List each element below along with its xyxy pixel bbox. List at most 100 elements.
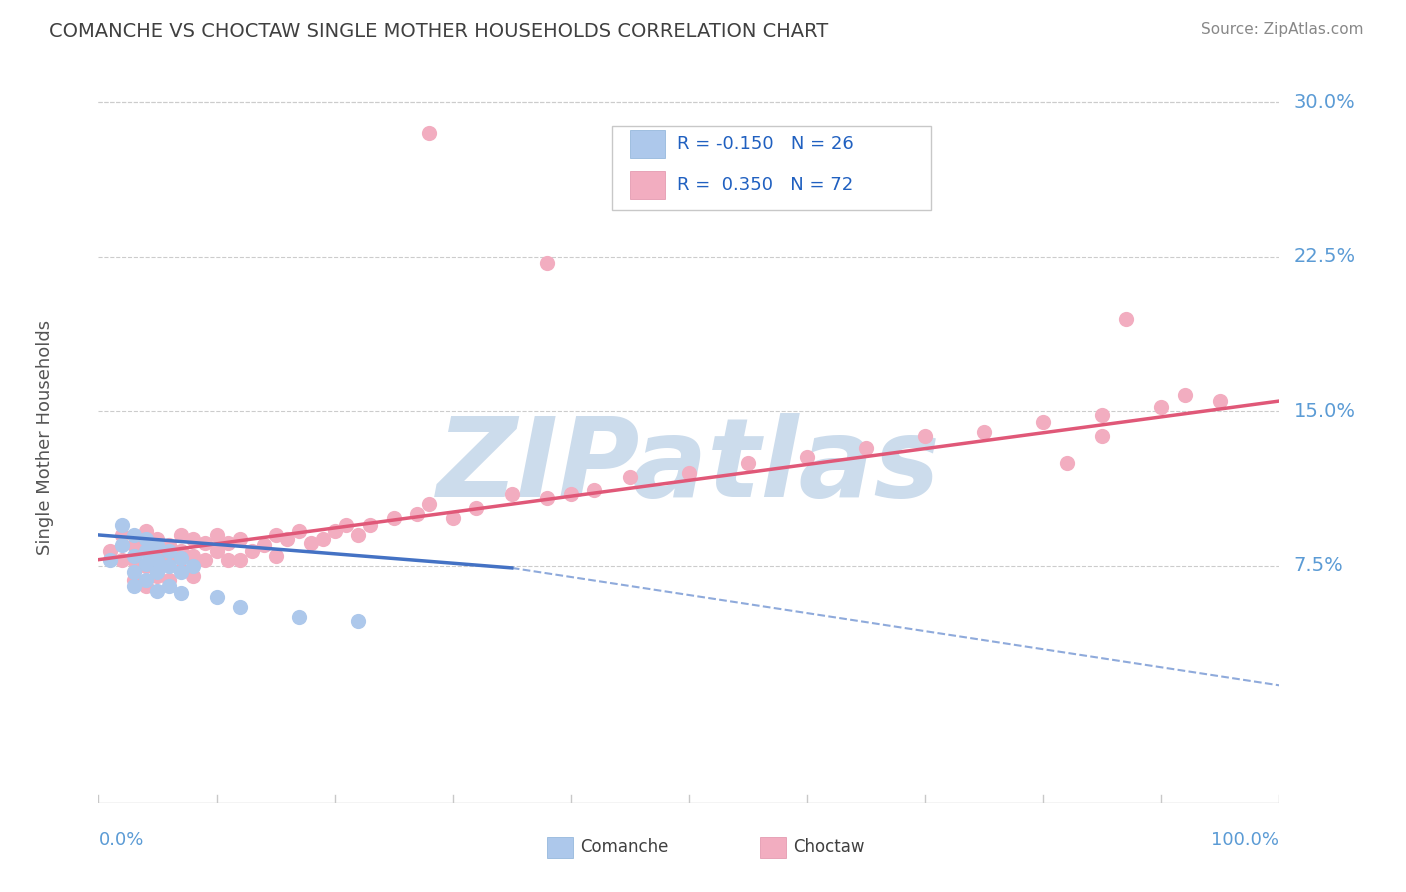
Point xyxy=(135,557,157,571)
Point xyxy=(205,528,228,542)
Point xyxy=(264,528,287,542)
Point xyxy=(170,544,193,558)
Text: 100.0%: 100.0% xyxy=(1212,830,1279,848)
Text: Choctaw: Choctaw xyxy=(793,838,865,855)
Text: 15.0%: 15.0% xyxy=(1294,401,1355,421)
Point xyxy=(170,563,193,577)
Text: 22.5%: 22.5% xyxy=(1294,247,1355,267)
Point xyxy=(465,501,488,516)
Point xyxy=(1091,409,1114,423)
Text: 7.5%: 7.5% xyxy=(1294,557,1343,575)
Point xyxy=(170,550,193,565)
Point xyxy=(111,538,134,552)
Text: ZIPatlas: ZIPatlas xyxy=(437,413,941,520)
Point xyxy=(170,565,193,579)
Point xyxy=(796,450,818,464)
FancyBboxPatch shape xyxy=(630,170,665,199)
Text: Source: ZipAtlas.com: Source: ZipAtlas.com xyxy=(1201,22,1364,37)
Point xyxy=(1091,429,1114,443)
Point xyxy=(146,532,169,546)
Point xyxy=(135,532,157,546)
Point xyxy=(1056,456,1078,470)
Point xyxy=(299,536,322,550)
Text: COMANCHE VS CHOCTAW SINGLE MOTHER HOUSEHOLDS CORRELATION CHART: COMANCHE VS CHOCTAW SINGLE MOTHER HOUSEH… xyxy=(49,22,828,41)
Point xyxy=(406,508,429,522)
Point xyxy=(135,544,157,558)
Point xyxy=(181,532,204,546)
Point xyxy=(312,532,335,546)
Point xyxy=(914,429,936,443)
Point xyxy=(288,610,311,624)
Text: 0.0%: 0.0% xyxy=(98,830,143,848)
Point xyxy=(253,538,276,552)
Point xyxy=(217,552,239,566)
Point xyxy=(122,574,145,588)
Point xyxy=(229,600,252,615)
Point xyxy=(157,552,180,566)
Point xyxy=(323,524,346,538)
Point xyxy=(1209,394,1232,409)
Point xyxy=(359,517,381,532)
Point xyxy=(276,532,298,546)
Point xyxy=(111,552,134,566)
Point xyxy=(157,544,180,558)
Point xyxy=(157,538,180,552)
Point xyxy=(181,558,204,573)
FancyBboxPatch shape xyxy=(759,838,786,858)
Text: R =  0.350   N = 72: R = 0.350 N = 72 xyxy=(678,176,853,194)
Point xyxy=(560,487,582,501)
Point xyxy=(678,466,700,480)
Text: R = -0.150   N = 26: R = -0.150 N = 26 xyxy=(678,136,853,153)
Point xyxy=(181,569,204,583)
Point xyxy=(157,579,180,593)
Point xyxy=(181,549,204,563)
Point xyxy=(347,528,370,542)
Point xyxy=(1115,311,1137,326)
Point xyxy=(347,615,370,629)
Point xyxy=(194,552,217,566)
Point xyxy=(264,549,287,563)
Point xyxy=(217,536,239,550)
Point xyxy=(619,470,641,484)
Point xyxy=(122,528,145,542)
Point xyxy=(122,538,145,552)
Point xyxy=(205,590,228,604)
Point xyxy=(382,511,405,525)
Point xyxy=(501,487,523,501)
Point xyxy=(205,544,228,558)
Point xyxy=(240,544,263,558)
Point xyxy=(536,491,558,505)
Point xyxy=(146,565,169,579)
Point xyxy=(170,585,193,599)
Point xyxy=(146,569,169,583)
FancyBboxPatch shape xyxy=(612,126,931,211)
Text: 30.0%: 30.0% xyxy=(1294,93,1355,112)
Point xyxy=(418,497,440,511)
Point xyxy=(288,524,311,538)
Point xyxy=(229,532,252,546)
Point xyxy=(122,549,145,563)
Point xyxy=(98,552,121,566)
Point xyxy=(229,552,252,566)
FancyBboxPatch shape xyxy=(630,130,665,158)
Point xyxy=(583,483,606,497)
Point xyxy=(973,425,995,439)
Point xyxy=(111,517,134,532)
Point xyxy=(135,524,157,538)
Point xyxy=(194,536,217,550)
Point xyxy=(146,552,169,566)
Point xyxy=(335,517,357,532)
Text: Comanche: Comanche xyxy=(581,838,669,855)
Text: Single Mother Households: Single Mother Households xyxy=(37,319,55,555)
Point xyxy=(441,511,464,525)
Point xyxy=(737,456,759,470)
Point xyxy=(135,542,157,557)
Point xyxy=(146,549,169,563)
Point xyxy=(170,528,193,542)
Point xyxy=(122,565,145,579)
Point xyxy=(98,544,121,558)
Point xyxy=(146,538,169,552)
Point xyxy=(135,574,157,588)
Point xyxy=(1032,415,1054,429)
Point xyxy=(536,256,558,270)
